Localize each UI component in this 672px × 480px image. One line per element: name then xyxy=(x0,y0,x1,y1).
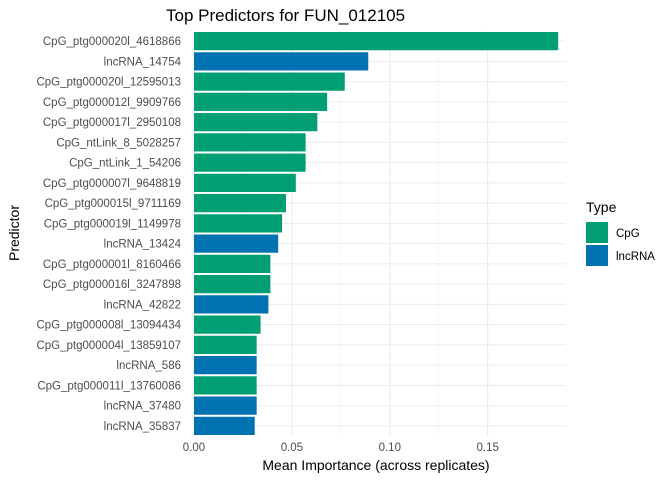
y-tick-label: lncRNA_14754 xyxy=(104,56,182,68)
y-tick-label: lncRNA_586 xyxy=(116,360,181,372)
bar xyxy=(194,52,369,71)
bar xyxy=(194,92,328,111)
chart-title: Top Predictors for FUN_012105 xyxy=(166,6,405,25)
bar xyxy=(194,376,257,395)
y-tick-label: CpG_ntLink_8_5028257 xyxy=(56,137,181,149)
bars xyxy=(194,32,559,435)
bar xyxy=(194,173,296,192)
legend-label: lncRNA xyxy=(616,251,655,263)
y-tick-label: CpG_ptg000004l_13859107 xyxy=(36,340,181,352)
x-tick-label: 0.05 xyxy=(281,442,303,454)
bar xyxy=(194,234,279,253)
y-tick-label: CpG_ptg000007l_9648819 xyxy=(43,178,181,190)
legend-label: CpG xyxy=(616,228,640,240)
y-tick-label: CpG_ntLink_1_54206 xyxy=(69,158,181,170)
bar xyxy=(194,133,306,152)
bar xyxy=(194,153,306,172)
y-tick-label: CpG_ptg000015l_9711169 xyxy=(45,198,181,210)
y-tick-label: lncRNA_42822 xyxy=(104,299,181,311)
x-tick-label: 0.00 xyxy=(183,442,205,454)
bar xyxy=(194,254,271,273)
bar xyxy=(194,416,255,435)
bar xyxy=(194,72,345,91)
legend-title: Type xyxy=(586,199,617,215)
bar xyxy=(194,335,257,354)
y-tick-label: CpG_ptg000017l_2950108 xyxy=(43,117,181,129)
bar xyxy=(194,356,257,375)
y-tick-label: CpG_ptg000020l_4618866 xyxy=(43,36,181,48)
x-axis-title: Mean Importance (across replicates) xyxy=(262,457,489,473)
y-tick-label: CpG_ptg000008l_13094434 xyxy=(36,320,181,332)
legend: Type CpG lncRNA xyxy=(586,199,655,266)
y-tick-labels: CpG_ptg000020l_4618866 lncRNA_14754 CpG_pt… xyxy=(36,36,181,433)
x-tick-labels: 0.00 0.05 0.10 0.15 xyxy=(183,442,499,454)
bar xyxy=(194,194,287,213)
bar xyxy=(194,32,559,51)
x-tick-label: 0.10 xyxy=(379,442,401,454)
y-tick-label: lncRNA_13424 xyxy=(104,239,182,251)
bar xyxy=(194,214,283,233)
bar xyxy=(194,113,318,132)
legend-swatch xyxy=(586,222,608,243)
bar xyxy=(194,275,271,294)
grid xyxy=(193,31,566,436)
y-tick-label: lncRNA_35837 xyxy=(104,421,181,433)
bar xyxy=(194,396,257,415)
y-tick-label: CpG_ptg000020l_12595013 xyxy=(36,77,181,89)
x-tick-label: 0.15 xyxy=(476,442,498,454)
legend-swatch xyxy=(586,245,608,266)
y-tick-label: CpG_ptg000001l_8160466 xyxy=(43,259,181,271)
bar xyxy=(194,295,269,314)
y-tick-label: CpG_ptg000019l_1149978 xyxy=(44,218,181,230)
y-tick-label: CpG_ptg000012l_9909766 xyxy=(43,97,181,109)
bar xyxy=(194,315,261,334)
y-axis-title: Predictor xyxy=(6,205,22,261)
y-tick-label: lncRNA_37480 xyxy=(104,401,181,413)
y-tick-label: CpG_ptg000016l_3247898 xyxy=(43,279,181,291)
y-tick-label: CpG_ptg000011l_13760086 xyxy=(37,380,181,392)
